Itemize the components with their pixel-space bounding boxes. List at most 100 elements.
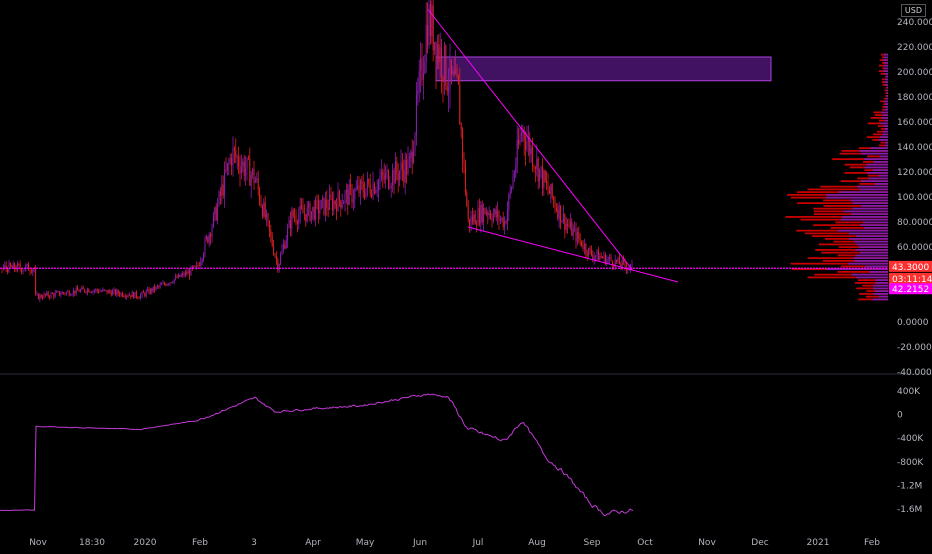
candle-body xyxy=(145,291,147,296)
volume-profile-bar xyxy=(867,122,888,125)
candle-body xyxy=(267,213,269,221)
volume-profile-bar xyxy=(869,271,888,273)
candle-body xyxy=(306,207,308,222)
candle-body xyxy=(413,151,415,163)
candle-body xyxy=(445,45,447,86)
candle-body xyxy=(602,257,604,259)
candle-body xyxy=(450,59,452,75)
volume-profile-bar xyxy=(872,298,888,301)
candle-body xyxy=(235,150,237,158)
candle-body xyxy=(176,276,178,278)
candle-body xyxy=(596,250,598,256)
price-axis-tick-label: -40.0000 xyxy=(897,368,932,378)
candle-body xyxy=(616,259,618,262)
candle-body xyxy=(81,287,83,290)
candle-body xyxy=(567,223,569,226)
volume-profile-bar xyxy=(878,295,888,298)
candle-body xyxy=(4,265,6,268)
candle-body xyxy=(225,169,227,171)
volume-profile-bar xyxy=(885,103,888,106)
candle-body xyxy=(487,212,489,216)
volume-profile-bar xyxy=(883,53,888,56)
candle-body xyxy=(344,193,346,203)
candle-body xyxy=(372,183,374,197)
time-axis-label: 18:30 xyxy=(79,538,105,548)
candle-body xyxy=(282,244,284,250)
candle-body xyxy=(396,161,398,173)
candle-body xyxy=(274,254,276,257)
candle-body xyxy=(387,170,389,188)
volume-profile-bar xyxy=(785,216,888,218)
candle-body xyxy=(428,4,430,46)
currency-badge[interactable]: USD xyxy=(900,4,926,17)
volume-profile-bar xyxy=(851,213,888,216)
candle-body xyxy=(152,286,154,292)
time-axis-label: 3 xyxy=(251,538,257,548)
candle-body xyxy=(29,270,31,272)
volume-profile-bar xyxy=(876,130,888,133)
candle-body xyxy=(56,291,58,293)
candle-body xyxy=(280,254,282,265)
candle-body xyxy=(516,139,518,166)
volume-profile-bar xyxy=(884,144,888,147)
volume-profile-bar xyxy=(838,191,888,194)
volume-profile-bar xyxy=(856,287,888,290)
volume-profile-bar xyxy=(859,224,888,227)
candle-body xyxy=(14,263,16,269)
candle-body xyxy=(211,227,213,237)
candle-body xyxy=(135,292,137,298)
candle-body xyxy=(12,263,14,268)
candle-body xyxy=(92,290,94,293)
candle-body xyxy=(319,209,321,214)
candle-body xyxy=(275,256,277,260)
candle-body xyxy=(378,181,380,191)
candle-body xyxy=(71,294,73,296)
price-axis-tick-label: 160.0000 xyxy=(897,118,932,128)
candle-body xyxy=(298,214,300,224)
volume-profile-bar xyxy=(856,235,888,238)
volume-profile-bar xyxy=(813,207,888,210)
candle-body xyxy=(452,70,454,75)
candle-body xyxy=(44,293,46,295)
candle-body xyxy=(459,84,461,125)
candle-body xyxy=(600,256,602,258)
candle-body xyxy=(154,286,156,290)
candle-body xyxy=(539,168,541,182)
candle-body xyxy=(278,264,280,271)
time-axis-label: Jun xyxy=(412,538,427,548)
candle-body xyxy=(236,156,238,158)
candle-body xyxy=(585,244,587,253)
volume-profile-bar xyxy=(804,232,888,235)
candle-body xyxy=(182,273,184,276)
candle-body xyxy=(257,178,259,190)
candle-body xyxy=(484,208,486,215)
candle-body xyxy=(579,238,581,241)
candle-body xyxy=(547,182,549,191)
volume-profile-bar xyxy=(873,161,888,163)
candle-body xyxy=(232,148,234,166)
candle-body xyxy=(238,156,240,167)
time-axis-label: Feb xyxy=(864,538,880,548)
volume-profile-bar xyxy=(790,262,888,265)
indicator-axis-tick-label: -1.2M xyxy=(897,481,922,491)
candle-body xyxy=(281,249,283,255)
candle-body xyxy=(478,208,480,224)
candle-body xyxy=(462,129,464,159)
candle-body xyxy=(266,213,268,218)
indicator-axis-tick-label: 0 xyxy=(897,411,903,421)
candle-body xyxy=(329,194,331,210)
candle-body xyxy=(537,158,539,182)
volume-profile-bar xyxy=(877,125,888,128)
volume-profile-bar xyxy=(880,73,888,75)
volume-profile-bar xyxy=(884,108,888,111)
volume-profile-bar xyxy=(842,216,888,218)
time-axis-label: Dec xyxy=(751,538,768,548)
candle-body xyxy=(366,179,368,189)
volume-profile-bar xyxy=(867,155,888,158)
volume-profile-bar xyxy=(812,235,888,238)
candle-body xyxy=(410,151,412,158)
candle-body xyxy=(291,210,293,229)
candle-body xyxy=(84,289,86,292)
